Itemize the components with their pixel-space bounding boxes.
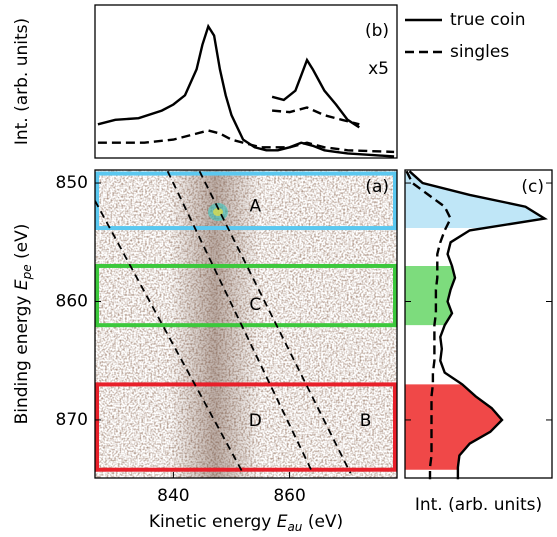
panel-c: (c) Int. (arb. units) — [404, 169, 553, 515]
region-box — [95, 382, 397, 472]
panel-label: (a) — [365, 177, 389, 197]
heatmap-hotspot — [213, 208, 223, 216]
series-line — [97, 23, 395, 158]
series-line — [97, 129, 395, 154]
label-text: Binding energy — [12, 290, 32, 424]
legend-label: singles — [450, 42, 509, 62]
label-symbol: E — [277, 512, 288, 532]
panel-a: A C D B (a) 840 860 850 860 870 Kinetic energy Eau… — [12, 169, 398, 534]
dashed-guide — [166, 170, 314, 474]
label-symbol: E — [12, 279, 32, 290]
region-fill — [405, 173, 545, 229]
label-subscript: pe — [20, 264, 34, 280]
label-text: Kinetic energy — [149, 512, 277, 532]
series-line — [271, 106, 360, 126]
label-subscript: au — [287, 520, 302, 534]
region-box — [95, 171, 397, 231]
y-axis-label: Binding energy Epe (eV) — [12, 224, 34, 425]
series-line — [271, 57, 360, 129]
dashed-guide — [198, 170, 352, 474]
region-label: B — [360, 411, 372, 431]
x-axis-label: Kinetic energy Eau (eV) — [149, 512, 343, 534]
region-label: C — [249, 295, 261, 315]
y-tick-label: 850 — [56, 173, 88, 193]
x-axis-label: Int. (arb. units) — [415, 495, 542, 515]
legend: true coin singles — [405, 10, 526, 62]
plot-frame — [94, 4, 398, 159]
dashed-guide — [95, 200, 244, 474]
label-unit: (eV) — [302, 512, 343, 532]
series-line — [405, 170, 452, 480]
plot-area — [97, 23, 395, 158]
region-box — [95, 263, 397, 328]
plot-area — [95, 170, 397, 478]
label-unit: (eV) — [12, 224, 32, 265]
plot-frame — [94, 169, 398, 479]
annotation: x5 — [368, 59, 389, 79]
x-tick-label: 860 — [273, 486, 305, 506]
region-fill — [405, 384, 502, 470]
region-fill — [405, 265, 455, 326]
plot-frame — [404, 169, 553, 479]
series-line — [408, 170, 548, 480]
legend-label: true coin — [450, 10, 526, 30]
x-tick-label: 840 — [157, 486, 189, 506]
region-label: A — [249, 197, 261, 217]
region-label: D — [249, 411, 262, 431]
y-tick-label: 860 — [56, 291, 88, 311]
panel-b: (b) x5 Int. (arb. units) — [12, 4, 398, 159]
y-tick-label: 870 — [56, 410, 88, 430]
y-axis-label: Int. (arb. units) — [12, 18, 32, 145]
panel-label: (c) — [521, 177, 544, 197]
panel-label: (b) — [365, 21, 389, 41]
